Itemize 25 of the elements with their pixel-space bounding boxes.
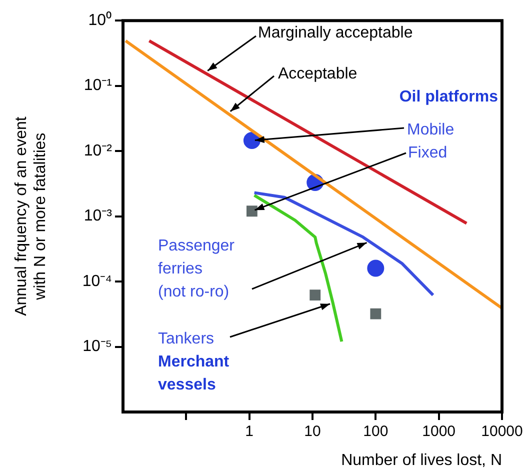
y-tick-label: 10⁻² [84, 142, 113, 160]
x-tick-label: 1 [245, 423, 254, 440]
y-tick-label: 10⁻¹ [84, 77, 112, 94]
annotation: Acceptable [278, 65, 358, 82]
y-tick-label: 10⁻⁴ [82, 272, 112, 290]
annotation: Mobile [407, 121, 454, 138]
x-tick-label: 100 [363, 423, 388, 440]
point [310, 290, 321, 301]
y-tick-label: 10⁻³ [84, 208, 113, 225]
x-tick-label: 10 [304, 423, 321, 440]
annotation: Passenger ferries (not ro-ro) [158, 237, 236, 300]
point [246, 206, 258, 217]
annotation: Tankers [158, 330, 214, 348]
x-tick-label: 10000 [481, 423, 523, 440]
annotation: Merchant vessels [158, 353, 230, 394]
y-axis-title: Annual frquency of an event with N or more fatalities [13, 116, 50, 316]
annotation: Marginally acceptable [258, 24, 413, 42]
annotation: Fixed [408, 144, 448, 162]
x-tick-label: 1000 [422, 423, 456, 440]
y-tick-label: 10⁻⁵ [82, 338, 112, 356]
point [370, 308, 382, 320]
y-tick-label: 10⁰ [88, 11, 112, 30]
annotation: Oil platforms [399, 88, 498, 106]
point [367, 260, 384, 277]
x-axis-title: Number of lives lost, N [341, 452, 502, 469]
